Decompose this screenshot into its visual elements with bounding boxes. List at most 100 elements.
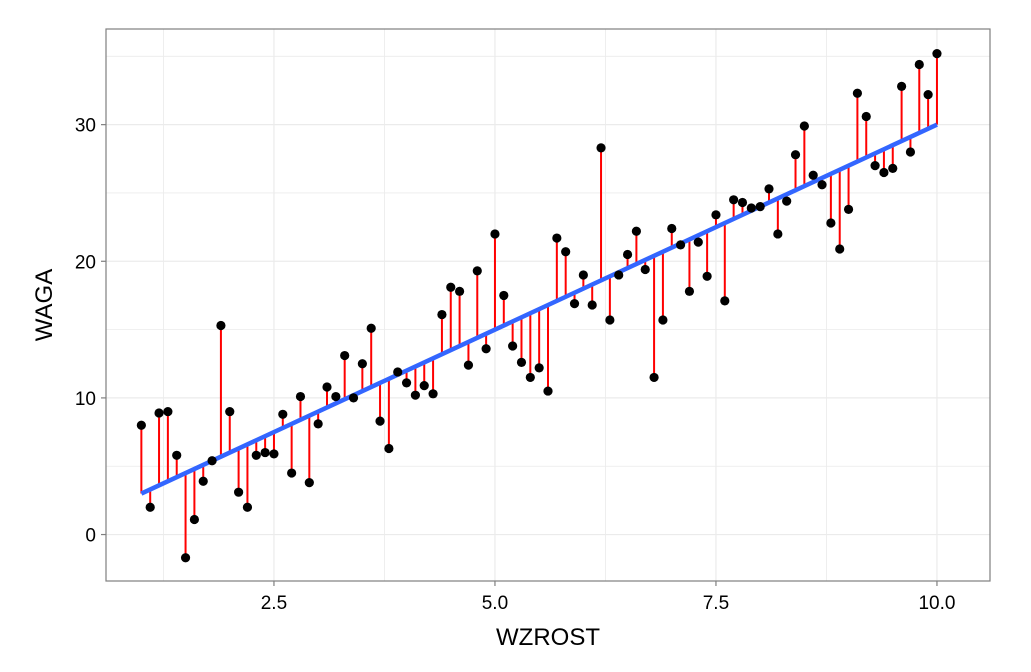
data-point (879, 167, 889, 178)
y-tick-label: 30 (75, 116, 96, 137)
data-point (172, 450, 182, 460)
data-point (348, 393, 359, 403)
data-point (180, 553, 191, 563)
data-point (322, 382, 332, 392)
data-point (437, 309, 447, 320)
data-point (888, 163, 898, 173)
data-point (401, 378, 412, 388)
data-point (472, 266, 482, 276)
x-tick-label: 2.5 (261, 593, 287, 614)
data-point (313, 419, 323, 429)
data-point (136, 420, 146, 430)
data-point (631, 226, 642, 236)
data-point (861, 111, 871, 122)
data-point (932, 48, 942, 59)
residual-segments (140, 53, 938, 558)
data-point (702, 271, 712, 281)
data-point (163, 406, 173, 417)
data-point (711, 210, 721, 220)
x-axis-title: WZROST (496, 624, 600, 651)
data-point (614, 270, 624, 280)
data-point (534, 363, 544, 373)
data-point (835, 244, 845, 254)
data-point (693, 237, 703, 247)
data-point (331, 391, 341, 402)
data-point (817, 180, 827, 190)
y-tick-label: 10 (75, 389, 96, 410)
axes: 2.5 5.0 7.5 10.0 0 10 20 30 (75, 116, 956, 614)
y-axis-title: WAGA (31, 269, 58, 341)
data-point (684, 286, 695, 296)
data-point (446, 282, 456, 292)
x-tick-label: 10.0 (918, 593, 955, 614)
data-point (295, 391, 306, 402)
data-point (357, 359, 367, 369)
data-point (207, 456, 217, 466)
data-point (340, 350, 350, 361)
plot-panel-border (105, 28, 991, 582)
data-point (490, 229, 500, 239)
data-point (799, 121, 809, 131)
data-point (667, 223, 677, 234)
data-point (304, 478, 314, 488)
data-point (914, 59, 924, 70)
data-point (746, 203, 756, 213)
x-tick-label: 7.5 (703, 593, 729, 614)
data-point (764, 184, 774, 194)
data-point (508, 341, 518, 351)
data-point (260, 447, 270, 458)
data-point (154, 408, 164, 418)
data-point (516, 357, 527, 367)
y-tick-label: 0 (85, 526, 96, 547)
data-point (278, 409, 288, 419)
data-point (393, 367, 403, 377)
data-point (649, 372, 659, 383)
data-point (729, 195, 739, 205)
data-point (499, 290, 509, 301)
data-point (428, 389, 438, 399)
data-point (773, 229, 783, 239)
data-point (455, 286, 465, 296)
data-point (198, 476, 208, 486)
data-point (251, 450, 261, 460)
data-point (852, 88, 863, 98)
data-point (578, 270, 588, 280)
x-tick-label: 5.0 (482, 593, 508, 614)
data-point (543, 386, 553, 396)
data-point (366, 323, 376, 333)
data-point (790, 150, 801, 160)
data-point (843, 204, 854, 214)
y-tick-label: 20 (75, 252, 96, 273)
data-point (269, 449, 279, 459)
data-point (463, 360, 474, 370)
data-point (676, 240, 686, 250)
data-point (737, 197, 748, 208)
data-point (808, 170, 818, 180)
data-point (234, 487, 244, 497)
data-point (658, 315, 668, 325)
data-point (905, 147, 916, 157)
data-point (552, 233, 562, 243)
data-point (189, 514, 199, 525)
data-point (870, 161, 880, 171)
data-point (561, 247, 571, 257)
data-point (384, 443, 394, 454)
data-point (287, 468, 297, 478)
data-point (782, 196, 792, 206)
data-point (587, 300, 597, 310)
data-point (755, 202, 765, 212)
data-point (897, 81, 907, 91)
data-point (525, 372, 535, 383)
data-point (605, 315, 615, 325)
data-point (242, 502, 253, 512)
data-point (225, 406, 235, 417)
data-point (923, 89, 933, 100)
data-point (569, 299, 580, 309)
data-points (136, 48, 942, 563)
data-point (481, 344, 491, 354)
data-point (410, 390, 420, 400)
data-point (216, 320, 226, 331)
data-point (596, 143, 606, 153)
